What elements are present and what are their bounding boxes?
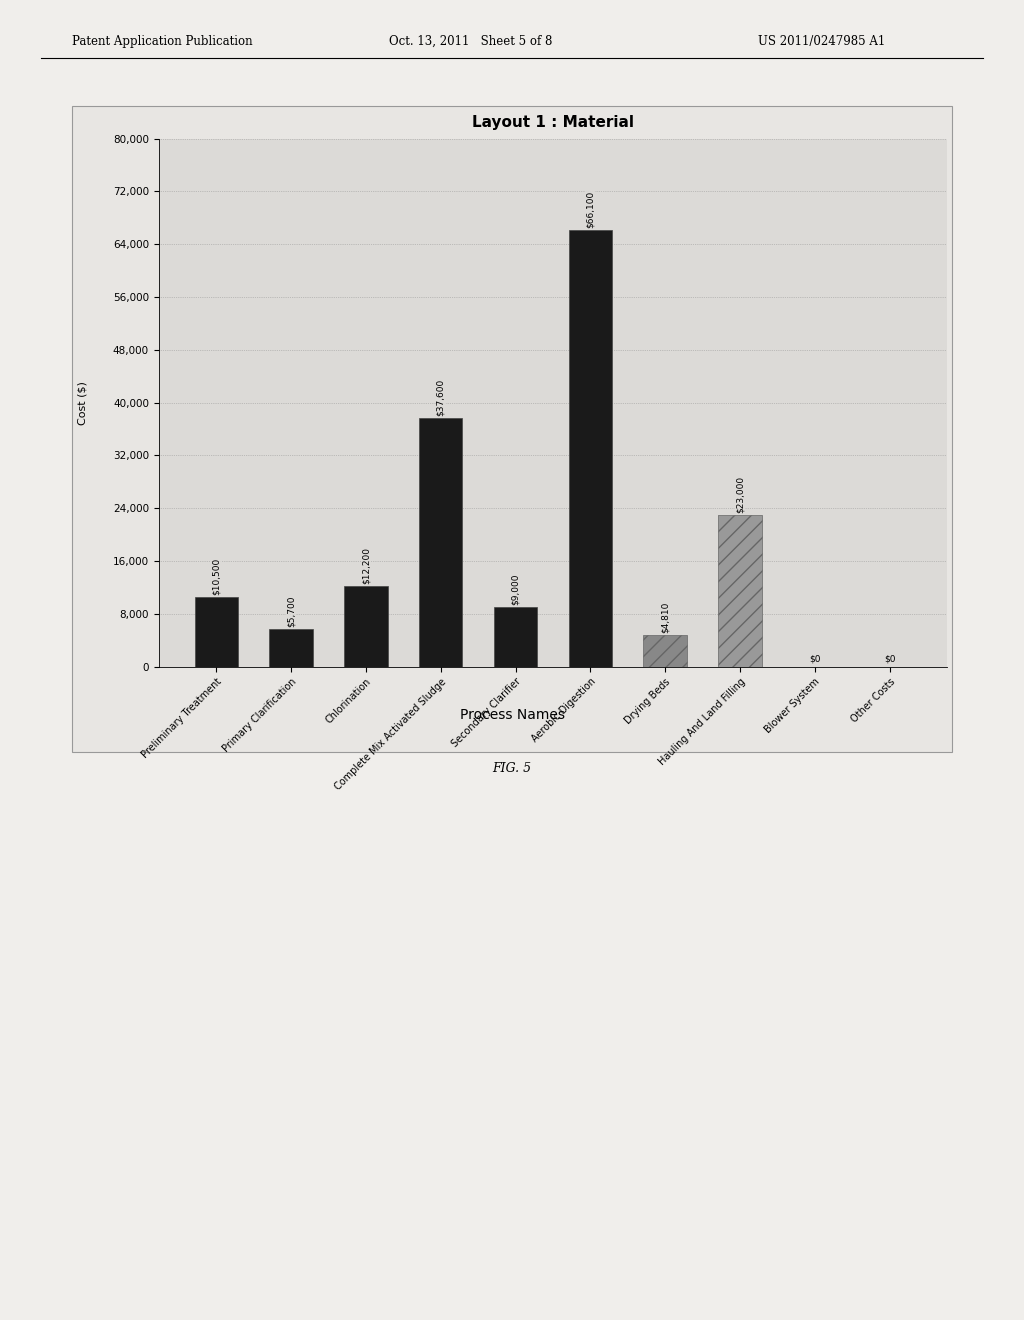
Y-axis label: Cost ($): Cost ($) — [78, 380, 88, 425]
Text: US 2011/0247985 A1: US 2011/0247985 A1 — [758, 34, 885, 48]
Text: $66,100: $66,100 — [586, 191, 595, 228]
Text: $9,000: $9,000 — [511, 574, 520, 605]
Bar — [195, 597, 238, 667]
Text: $4,810: $4,810 — [660, 602, 670, 632]
Bar — [643, 635, 687, 667]
Bar — [494, 607, 538, 667]
Bar — [718, 515, 762, 667]
Text: $12,200: $12,200 — [361, 546, 371, 583]
Text: Patent Application Publication: Patent Application Publication — [72, 34, 252, 48]
Bar — [568, 230, 612, 667]
Text: $37,600: $37,600 — [436, 379, 445, 416]
Bar — [344, 586, 388, 667]
Text: $23,000: $23,000 — [735, 475, 744, 512]
Text: FIG. 5: FIG. 5 — [493, 762, 531, 775]
Text: $10,500: $10,500 — [212, 558, 221, 595]
Text: $5,700: $5,700 — [287, 595, 296, 627]
Text: Process Names: Process Names — [460, 709, 564, 722]
Title: Layout 1 : Material: Layout 1 : Material — [472, 115, 634, 131]
Text: $0: $0 — [884, 655, 895, 664]
Bar — [269, 630, 312, 667]
Bar — [419, 418, 463, 667]
Text: $0: $0 — [809, 655, 820, 664]
Text: Oct. 13, 2011   Sheet 5 of 8: Oct. 13, 2011 Sheet 5 of 8 — [389, 34, 553, 48]
